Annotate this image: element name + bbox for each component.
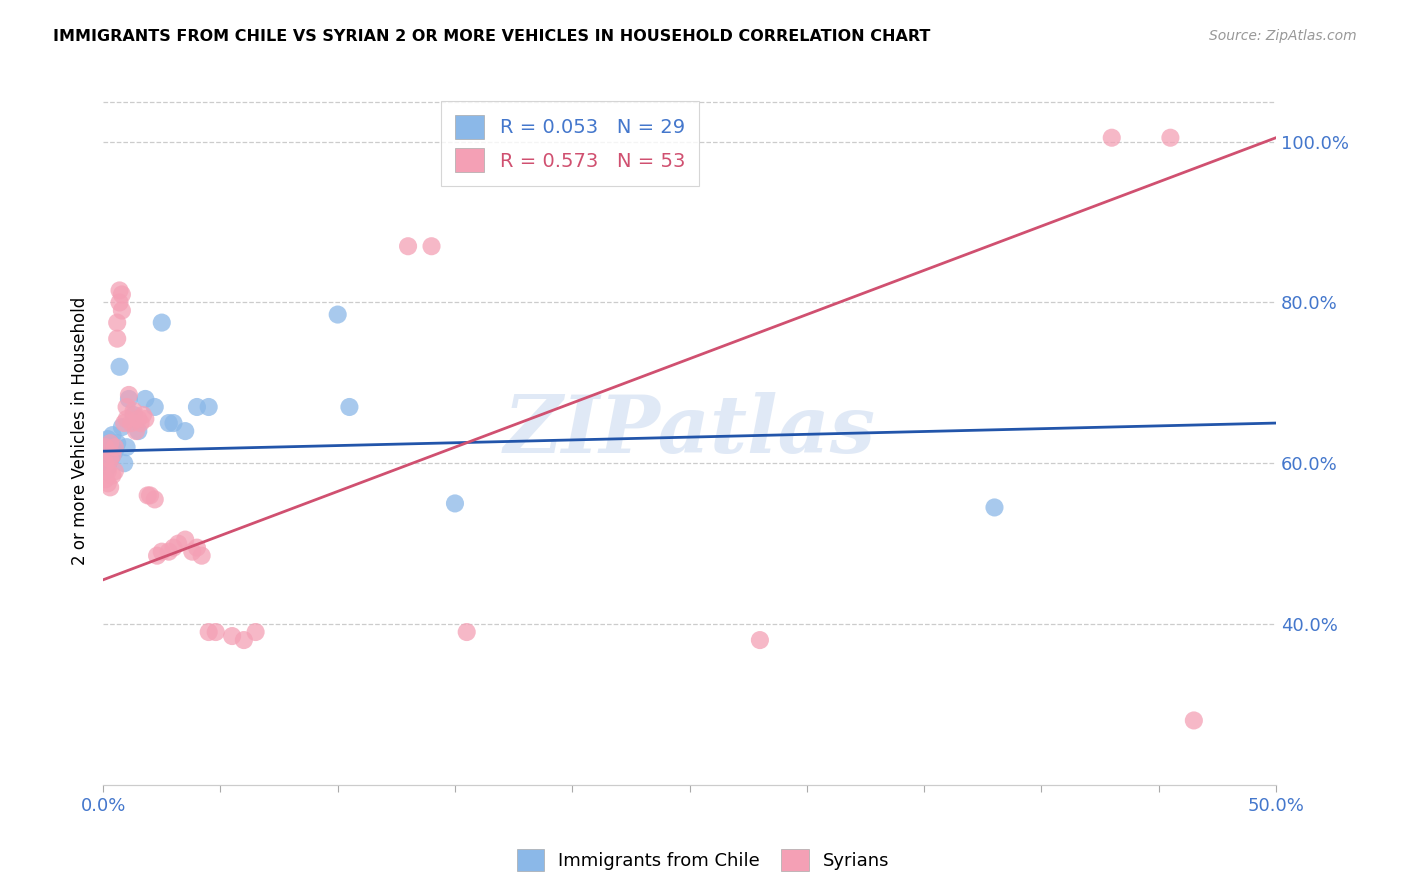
Legend: R = 0.053   N = 29, R = 0.573   N = 53: R = 0.053 N = 29, R = 0.573 N = 53 (441, 102, 699, 186)
Point (108, 359, 131, 374)
Point (111, 420, 134, 434)
Point (129, 416, 152, 430)
Point (101, 448, 124, 462)
Point (162, 416, 184, 430)
Text: ZIPatlas: ZIPatlas (503, 392, 876, 470)
Point (157, 544, 180, 558)
Point (326, 308, 349, 322)
Point (420, 239, 443, 253)
Point (111, 287, 134, 301)
Point (186, 400, 208, 414)
Point (98, 436, 121, 450)
Point (122, 404, 145, 418)
Point (150, 544, 173, 558)
Point (134, 412, 156, 426)
Point (97, 476, 120, 491)
Point (1182, 714, 1205, 728)
Point (118, 392, 141, 406)
Point (94, 464, 117, 478)
Point (104, 464, 127, 478)
Point (101, 468, 124, 483)
Point (94, 440, 117, 454)
Point (97, 460, 120, 475)
Text: Source: ZipAtlas.com: Source: ZipAtlas.com (1209, 29, 1357, 43)
Point (245, 625, 267, 640)
Point (94, 456, 117, 470)
Point (98, 452, 121, 467)
Point (186, 541, 208, 555)
Point (143, 492, 166, 507)
Point (162, 541, 184, 555)
Point (105, 316, 128, 330)
Point (97, 464, 120, 478)
Point (1159, 130, 1181, 145)
Point (127, 424, 149, 438)
Point (197, 625, 219, 640)
Point (1101, 130, 1123, 145)
Legend: Immigrants from Chile, Syrians: Immigrants from Chile, Syrians (509, 842, 897, 879)
Point (339, 400, 361, 414)
Point (396, 239, 419, 253)
Point (232, 633, 254, 648)
Point (136, 488, 159, 502)
Point (118, 388, 141, 402)
Point (112, 416, 135, 430)
Point (181, 544, 204, 558)
Point (146, 549, 169, 563)
Point (112, 456, 135, 470)
Point (98, 480, 121, 494)
Point (115, 400, 138, 414)
Y-axis label: 2 or more Vehicles in Household: 2 or more Vehicles in Household (72, 297, 89, 566)
Point (150, 316, 173, 330)
Point (132, 408, 155, 422)
Point (105, 332, 128, 346)
Point (104, 440, 127, 454)
Point (98, 436, 121, 450)
Point (190, 549, 212, 563)
Point (444, 496, 467, 510)
Point (111, 303, 134, 318)
Point (197, 400, 219, 414)
Point (174, 533, 197, 547)
Point (98, 452, 121, 467)
Text: IMMIGRANTS FROM CHILE VS SYRIAN 2 OR MORE VEHICLES IN HOUSEHOLD CORRELATION CHAR: IMMIGRANTS FROM CHILE VS SYRIAN 2 OR MOR… (53, 29, 931, 44)
Point (983, 500, 1005, 515)
Point (104, 444, 127, 458)
Point (115, 440, 138, 454)
Point (139, 488, 162, 502)
Point (134, 392, 156, 406)
Point (101, 448, 124, 462)
Point (167, 536, 190, 550)
Point (748, 633, 770, 648)
Point (94, 440, 117, 454)
Point (97, 432, 120, 446)
Point (108, 284, 131, 298)
Point (125, 424, 148, 438)
Point (120, 416, 142, 430)
Point (127, 412, 149, 426)
Point (105, 436, 128, 450)
Point (122, 408, 145, 422)
Point (221, 629, 243, 643)
Point (174, 424, 197, 438)
Point (94, 472, 117, 486)
Point (115, 412, 138, 426)
Point (108, 295, 131, 310)
Point (101, 428, 124, 442)
Point (143, 400, 166, 414)
Point (456, 625, 478, 640)
Point (157, 416, 180, 430)
Point (204, 625, 226, 640)
